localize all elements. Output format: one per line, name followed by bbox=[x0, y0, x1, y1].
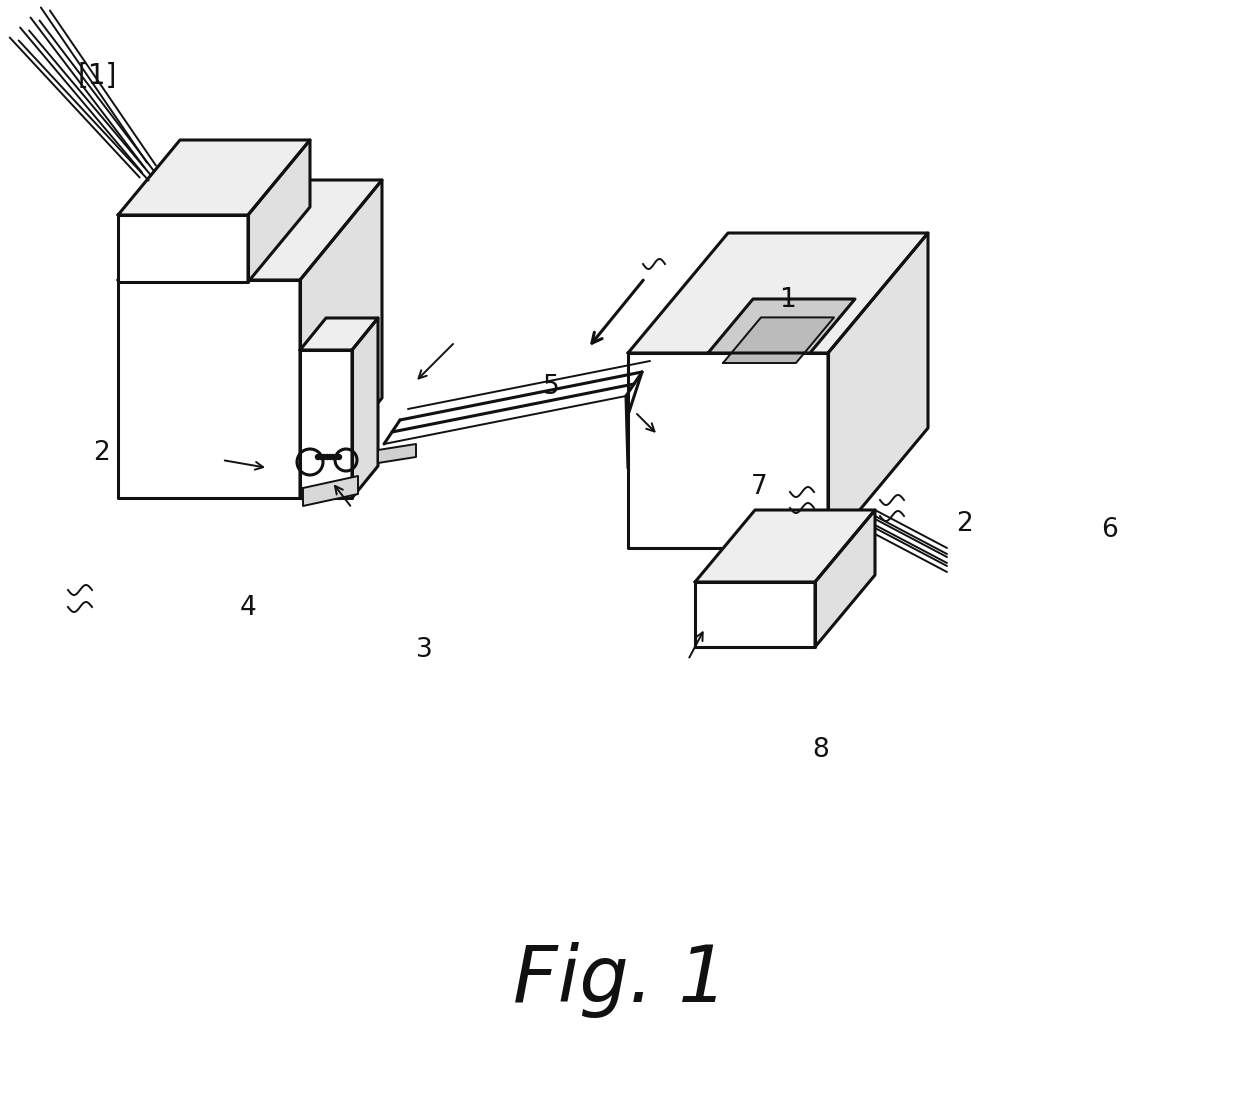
Polygon shape bbox=[303, 476, 358, 506]
Text: [1]: [1] bbox=[78, 62, 118, 90]
Text: 7: 7 bbox=[750, 473, 768, 500]
Text: 2: 2 bbox=[956, 511, 973, 538]
Text: 6: 6 bbox=[1101, 517, 1118, 543]
Circle shape bbox=[336, 454, 341, 460]
Text: 1: 1 bbox=[779, 287, 796, 313]
Circle shape bbox=[315, 454, 320, 460]
Polygon shape bbox=[118, 180, 382, 280]
Circle shape bbox=[319, 454, 324, 460]
Polygon shape bbox=[118, 280, 300, 498]
Polygon shape bbox=[694, 510, 875, 582]
Polygon shape bbox=[118, 140, 310, 216]
Polygon shape bbox=[708, 299, 856, 353]
Polygon shape bbox=[627, 353, 828, 548]
Polygon shape bbox=[118, 216, 248, 282]
Polygon shape bbox=[300, 350, 352, 498]
Polygon shape bbox=[627, 233, 928, 353]
Text: Fig. 1: Fig. 1 bbox=[512, 942, 728, 1018]
Circle shape bbox=[331, 454, 336, 460]
Circle shape bbox=[327, 454, 332, 460]
Polygon shape bbox=[248, 140, 310, 282]
Polygon shape bbox=[694, 582, 815, 647]
Polygon shape bbox=[815, 510, 875, 647]
Circle shape bbox=[321, 454, 326, 460]
Polygon shape bbox=[828, 233, 928, 548]
Polygon shape bbox=[352, 318, 378, 498]
Polygon shape bbox=[378, 444, 415, 463]
Text: 3: 3 bbox=[415, 637, 433, 663]
Circle shape bbox=[325, 454, 330, 460]
Polygon shape bbox=[300, 180, 382, 498]
Polygon shape bbox=[723, 318, 835, 363]
Circle shape bbox=[334, 454, 339, 460]
Text: 8: 8 bbox=[812, 737, 830, 763]
Text: 5: 5 bbox=[543, 373, 560, 400]
Polygon shape bbox=[300, 318, 378, 350]
Text: 4: 4 bbox=[239, 594, 257, 621]
Text: 2: 2 bbox=[93, 440, 110, 467]
